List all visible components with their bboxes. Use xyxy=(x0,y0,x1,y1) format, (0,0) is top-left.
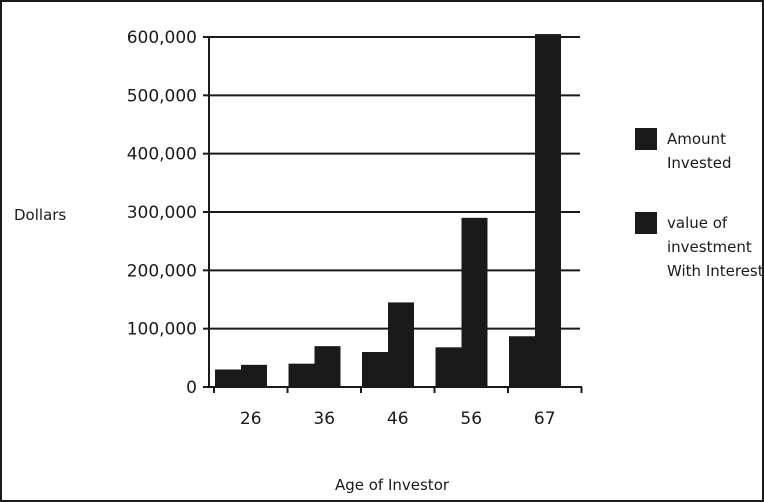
bar-amount-invested-67 xyxy=(509,336,535,387)
y-tick-label: 300,000 xyxy=(127,203,197,223)
bar-value-with-interest-56 xyxy=(461,217,488,387)
y-tick-label: 100,000 xyxy=(127,320,197,340)
x-tick-label: 56 xyxy=(460,409,482,429)
x-tick-label: 36 xyxy=(313,409,335,429)
x-tick-label: 46 xyxy=(387,409,409,429)
bar-value-with-interest-36 xyxy=(314,346,341,387)
legend-label: Amount xyxy=(667,130,726,148)
legend-swatch xyxy=(635,212,657,234)
grid-layer xyxy=(209,36,580,330)
bar-value-with-interest-46 xyxy=(388,302,414,387)
bars-layer xyxy=(215,34,561,387)
legend-label: With Interest xyxy=(667,262,762,280)
x-tick-label: 67 xyxy=(534,409,556,429)
bar-value-with-interest-26 xyxy=(241,364,267,387)
legend: Amount Invested value of investment With Int… xyxy=(635,128,762,280)
bar-amount-invested-46 xyxy=(362,352,388,387)
y-axis-title: Dollars xyxy=(14,206,66,224)
legend-label: investment xyxy=(667,238,752,256)
legend-swatch xyxy=(635,128,657,150)
legend-label: Invested xyxy=(667,154,731,172)
x-axis-title: Age of Investor xyxy=(335,476,450,494)
y-tick-label: 600,000 xyxy=(127,28,197,48)
y-tick-label: 0 xyxy=(186,378,197,398)
bar-value-with-interest-67 xyxy=(535,34,561,387)
legend-label: value of xyxy=(667,214,728,232)
bar-amount-invested-56 xyxy=(435,347,462,387)
bar-amount-invested-26 xyxy=(215,369,241,387)
labels-layer: 0 100,000 200,000 300,000 400,000 500,000 600,… xyxy=(14,28,556,494)
y-tick-label: 200,000 xyxy=(127,261,197,281)
y-tick-label: 500,000 xyxy=(127,86,197,106)
y-tick-label: 400,000 xyxy=(127,145,197,165)
bar-amount-invested-36 xyxy=(288,363,315,387)
x-tick-label: 26 xyxy=(240,409,262,429)
axes-layer xyxy=(203,36,583,393)
